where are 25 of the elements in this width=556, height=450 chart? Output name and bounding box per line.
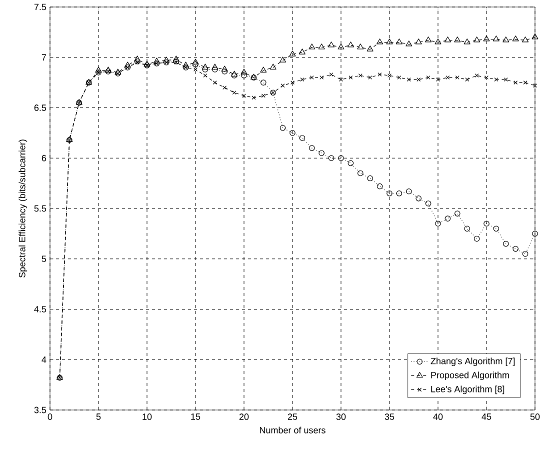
x-tick-label: 45 [482,414,492,420]
x-tick-label: 40 [433,414,443,420]
x-tick-label: 10 [142,414,152,420]
x-tick-label: 15 [191,414,200,420]
y-axis-title: Spectral Efficiency (bits/subcarrier) [18,140,28,278]
y-tick-label: 7.5 [34,4,46,10]
x-tick-label: 50 [530,414,540,420]
x-tick-label: 20 [239,414,249,420]
x-tick-label: 30 [336,414,346,420]
x-tick-label: 0 [48,414,52,420]
y-tick-label: 4 [42,356,46,363]
y-tick-label: 5 [42,256,46,262]
y-tick-label: 6.5 [34,104,46,111]
x-tick-label: 35 [384,414,394,420]
y-tick-label: 3.5 [34,406,46,414]
legend-label: Proposed Algorithm [431,372,509,380]
x-axis-title: Number of users [260,426,326,434]
legend-label: Zhang's Algorithm [7] [430,358,515,366]
y-tick-label: 6 [42,154,46,162]
y-tick-label: 4.5 [34,306,46,312]
x-tick-label: 25 [288,414,298,420]
y-tick-label: 7 [42,54,46,60]
legend-label: Lee's Algorithm [8] [431,386,504,394]
y-tick-label: 5.5 [34,205,46,212]
x-tick-label: 5 [96,414,101,420]
